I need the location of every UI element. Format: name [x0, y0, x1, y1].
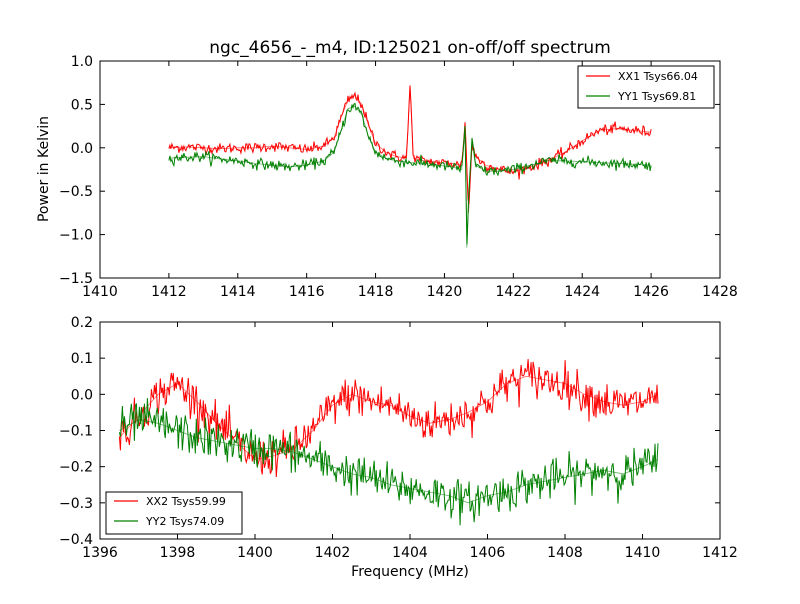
- bottom-y-tick-label: −0.4: [59, 532, 93, 548]
- bottom-x-tick-label: 1402: [315, 545, 351, 561]
- top-x-tick-label: 1418: [358, 284, 394, 300]
- top-y-tick-label: 0.0: [71, 141, 93, 157]
- top-y-tick-label: −1.5: [59, 271, 93, 287]
- top-x-tick-label: 1414: [220, 284, 256, 300]
- bottom-y-tick-label: 0.0: [71, 387, 93, 403]
- bottom-y-tick-label: −0.1: [59, 424, 93, 440]
- bottom-x-tick-label: 1398: [160, 545, 196, 561]
- bottom-x-tick-label: 1412: [702, 545, 738, 561]
- top-x-tick-label: 1412: [151, 284, 187, 300]
- bottom-x-tick-label: 1410: [625, 545, 661, 561]
- bottom-y-tick-label: 0.1: [71, 351, 93, 367]
- top-x-tick-label: 1424: [564, 284, 600, 300]
- top-y-tick-label: 1.0: [71, 54, 93, 70]
- top-y-tick-label: −1.0: [59, 228, 93, 244]
- bottom-x-tick-label: 1408: [547, 545, 583, 561]
- bottom-x-tick-label: 1400: [237, 545, 273, 561]
- top-y-axis-label: Power in Kelvin: [36, 116, 52, 222]
- top-x-tick-label: 1416: [289, 284, 325, 300]
- bottom-y-tick-label: −0.2: [59, 460, 93, 476]
- bottom-legend-label-xx2: XX2 Tsys59.99: [146, 495, 226, 508]
- top-chart-title: ngc_4656_-_m4, ID:125021 on-off/off spec…: [209, 38, 611, 58]
- top-y-tick-label: 0.5: [71, 97, 93, 113]
- bottom-x-tick-label: 1404: [392, 545, 428, 561]
- bottom-legend: XX2 Tsys59.99 YY2 Tsys74.09: [106, 492, 242, 534]
- top-x-tick-label: 1420: [427, 284, 463, 300]
- top-x-tick-label: 1422: [496, 284, 532, 300]
- bottom-x-tick-label: 1406: [470, 545, 506, 561]
- top-legend-label-xx1: XX1 Tsys66.04: [618, 70, 698, 83]
- top-x-tick-label: 1428: [702, 284, 738, 300]
- top-x-tick-label: 1426: [633, 284, 669, 300]
- top-legend-label-yy1: YY1 Tsys69.81: [617, 90, 696, 103]
- top-y-tick-label: −0.5: [59, 184, 93, 200]
- bottom-y-tick-label: 0.2: [71, 315, 93, 331]
- bottom-x-axis-label: Frequency (MHz): [351, 564, 469, 580]
- top-legend: XX1 Tsys66.04 YY1 Tsys69.81: [578, 66, 714, 108]
- bottom-y-tick-label: −0.3: [59, 496, 93, 512]
- bottom-legend-label-yy2: YY2 Tsys74.09: [145, 515, 224, 528]
